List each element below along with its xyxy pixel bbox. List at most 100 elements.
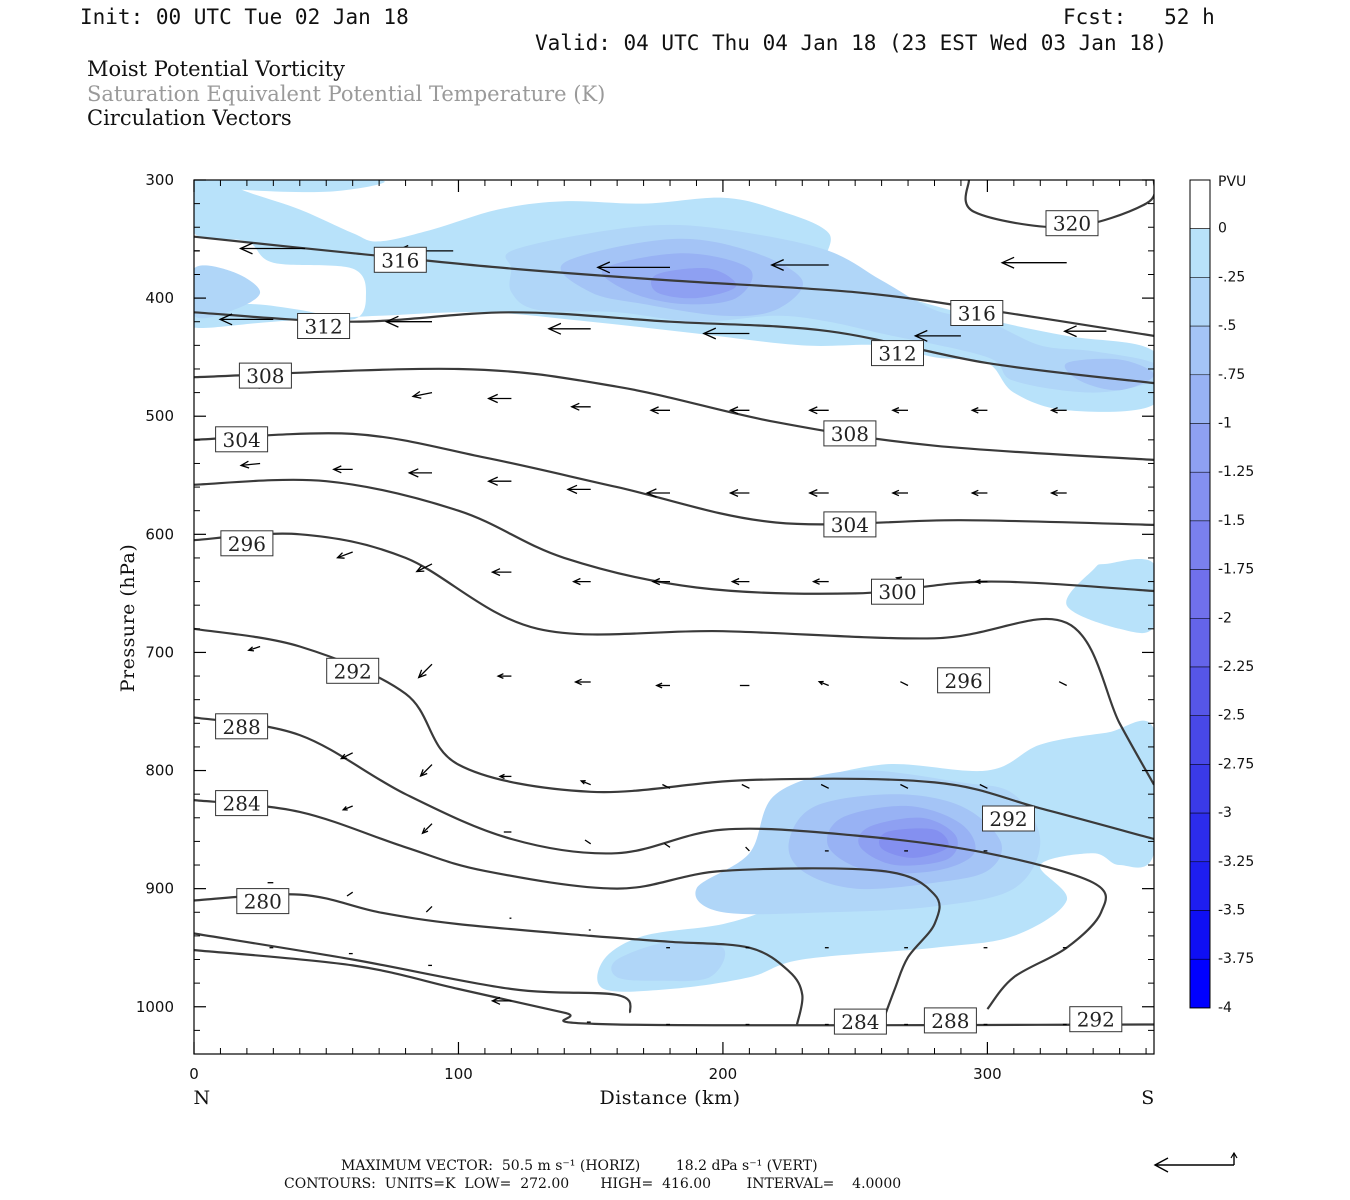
vector-46: [655, 682, 670, 689]
vector-1: [238, 242, 306, 255]
colorbar-swatch-3: [1189, 374, 1211, 424]
left-end-label: N: [193, 1087, 210, 1109]
vector-25: [487, 476, 512, 486]
title-mpv: Moist Potential Vorticity: [87, 57, 345, 81]
contour-label-2: 316: [950, 300, 1004, 326]
contour-label-15: 292: [982, 805, 1035, 832]
contour-300: [194, 478, 1154, 595]
colorbar-swatch-6: [1189, 520, 1211, 570]
contour-label-19: 292: [1069, 1006, 1123, 1033]
colorbar-title: PVU: [1218, 174, 1246, 190]
pv-region-5: [194, 265, 261, 319]
contour-296: [194, 532, 1154, 786]
vector-67: [745, 846, 750, 852]
vector-28: [728, 489, 750, 497]
colorbar-label: -.5: [1218, 318, 1236, 334]
vector-26: [566, 484, 591, 495]
svg-text:280: 280: [244, 890, 282, 914]
pv-region-2: [1066, 559, 1154, 634]
vector-23: [332, 465, 353, 474]
vector-55: [579, 780, 591, 786]
colorbar-label: -.75: [1218, 367, 1245, 383]
vector-34: [415, 563, 433, 573]
svg-text:288: 288: [223, 715, 261, 739]
vector-19: [891, 407, 908, 414]
vector-59: [900, 783, 909, 789]
contour-276: [194, 932, 632, 1014]
colorbar-label: 0: [1218, 221, 1227, 237]
colorbar-swatch-2: [1189, 325, 1211, 376]
vector-29: [808, 489, 829, 497]
colorbar-label: -3.5: [1218, 903, 1245, 919]
vector-48: [817, 680, 829, 687]
vector-9: [702, 327, 750, 340]
contour-label-18: 288: [923, 1007, 977, 1034]
contour-labels: 320 316 316 312 312 308 308 304 304 296 300 292 296 2…: [215, 210, 1123, 1035]
vector-60: [979, 783, 988, 789]
vector-41: [974, 578, 988, 585]
vector-17: [728, 406, 750, 415]
colorbar-label: -2.25: [1218, 659, 1254, 675]
y-tick-label: 1000: [136, 998, 174, 1016]
colorbar-label: -2.5: [1218, 708, 1245, 724]
contour-304: [194, 432, 1154, 526]
vector-35: [490, 568, 512, 577]
contour-info: CONTOURS: UNITS=K LOW= 272.00 HIGH= 416.…: [284, 1176, 902, 1192]
contour-284: [194, 799, 941, 1025]
contour-label-11: 292: [326, 657, 380, 684]
svg-text:316: 316: [381, 248, 419, 272]
contour-label-5: 308: [238, 362, 292, 389]
vector-10: [913, 329, 961, 342]
pv-region-15: [879, 828, 949, 858]
vector-22: [239, 460, 261, 469]
vector-0: [194, 250, 200, 252]
contour-label-1: 316: [373, 246, 427, 273]
vector-24: [407, 468, 432, 478]
svg-text:288: 288: [931, 1009, 969, 1033]
svg-text:292: 292: [334, 659, 372, 683]
vector-3: [596, 261, 670, 274]
svg-text:308: 308: [831, 422, 869, 446]
vector-31: [970, 489, 988, 497]
pv-region-10: [1064, 358, 1154, 391]
colorbar-swatch-11: [1189, 764, 1211, 814]
title-theta-e: Saturation Equivalent Potential Temperat…: [87, 82, 606, 106]
svg-text:316: 316: [958, 302, 996, 326]
vector-73: [425, 905, 433, 913]
colorbar-swatch-7: [1189, 569, 1211, 619]
colorbar-swatch-12: [1189, 812, 1211, 863]
y-tick-label: 400: [145, 289, 174, 307]
vector-7: [384, 315, 432, 328]
title-vectors: Circulation Vectors: [87, 106, 292, 130]
vector-6: [218, 313, 274, 326]
vector-27: [645, 488, 670, 498]
contour-label-3: 312: [297, 313, 351, 339]
vector-53: [419, 764, 433, 778]
contour-label-14: 284: [215, 790, 269, 817]
svg-text:284: 284: [223, 792, 261, 816]
pv-colorbar: PVU 0 -.25 -.5 -.75 -1 -1.25 -1.5 -1.75 -2 -2.25 -2…: [1189, 174, 1254, 1016]
colorbar-label: -4: [1218, 1000, 1232, 1016]
y-tick-label: 500: [145, 407, 174, 425]
vector-39: [811, 578, 829, 585]
svg-text:292: 292: [989, 807, 1027, 831]
vector-14: [487, 393, 512, 404]
contour-label-13: 288: [215, 713, 269, 740]
contour-label-4: 312: [871, 340, 924, 367]
contour-label-6: 308: [823, 420, 877, 447]
vector-54: [498, 773, 512, 780]
vector-4: [770, 259, 829, 271]
colorbar-swatch-13: [1189, 861, 1211, 911]
vector-33: [336, 551, 353, 559]
svg-text:296: 296: [228, 532, 266, 556]
vector-65: [584, 839, 592, 845]
colorbar-swatch-14: [1189, 910, 1211, 960]
vector-37: [651, 577, 670, 586]
colorbar-swatch-15: [1189, 958, 1211, 1009]
init-time: Init: 00 UTC Tue 02 Jan 18: [80, 5, 409, 29]
forecast-hour: Fcst: 52 h: [1063, 5, 1215, 29]
y-tick-label: 800: [145, 762, 174, 780]
colorbar-swatch-1: [1189, 277, 1211, 327]
colorbar-label: -3.75: [1218, 951, 1254, 967]
vector-56: [662, 783, 671, 789]
